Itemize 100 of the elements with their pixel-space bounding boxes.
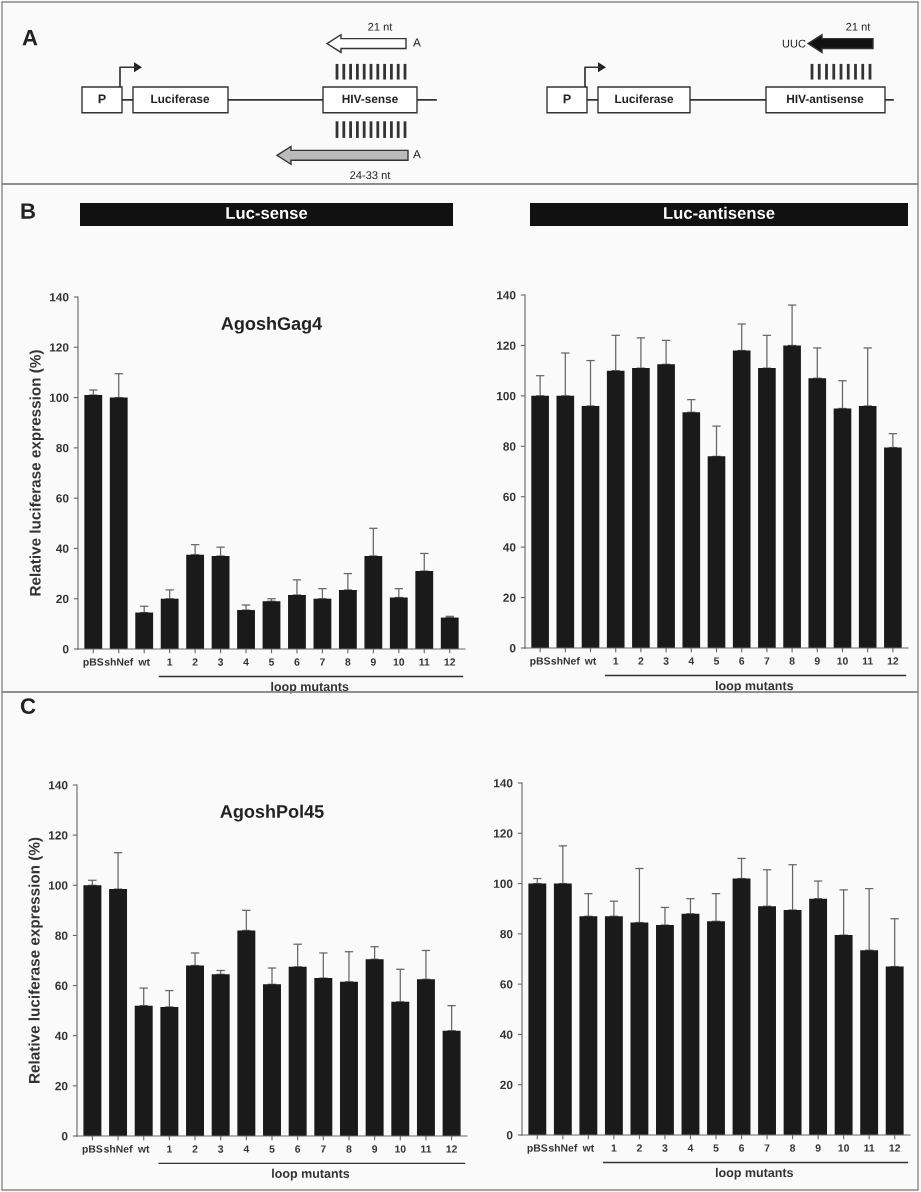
x-tick-label: 9 <box>372 1145 378 1153</box>
y-tick-label: 100 <box>50 393 69 402</box>
bar <box>656 925 674 1135</box>
x-tick-label: 1 <box>611 1144 617 1152</box>
x-tick-label: wt <box>137 1145 150 1153</box>
bar <box>288 966 307 1136</box>
bar <box>732 350 751 648</box>
x-tick-label: 1 <box>613 657 619 665</box>
y-tick-label: 20 <box>56 594 69 604</box>
bar <box>364 555 383 649</box>
y-tick-label: 140 <box>494 779 513 788</box>
x-tick-label: shNef <box>551 657 580 665</box>
bar <box>83 885 102 1136</box>
x-tick-label: shNef <box>548 1144 578 1152</box>
bar <box>632 368 650 648</box>
text: loop mutants <box>715 1167 794 1180</box>
text: loop mutants <box>272 1168 350 1181</box>
x-tick-label: 12 <box>446 1145 457 1153</box>
bar <box>415 571 434 649</box>
x-tick-label: shNef <box>104 658 134 666</box>
bar <box>339 981 358 1136</box>
x-tick-label: 7 <box>764 657 770 665</box>
x-tick-label: 3 <box>663 657 669 665</box>
y-tick-label: 20 <box>55 1081 68 1091</box>
y-tick-label: 100 <box>494 879 513 888</box>
y-tick-label: 80 <box>55 931 68 940</box>
bar <box>528 883 547 1135</box>
x-tick-label: pBS <box>82 1145 103 1155</box>
y-tick-label: 20 <box>500 1080 513 1090</box>
x-tick-label: 10 <box>393 658 405 666</box>
x-tick-label: 6 <box>295 1145 301 1153</box>
bar <box>416 979 435 1136</box>
bar <box>442 1030 461 1136</box>
x-tick-label: wt <box>138 658 150 666</box>
x-tick-label: pBS <box>83 658 104 668</box>
text: A <box>413 38 421 47</box>
annotation: AgoshPol45 <box>220 804 324 822</box>
x-tick-label: 3 <box>662 1144 668 1152</box>
bar <box>885 966 904 1135</box>
bar <box>553 883 572 1135</box>
bar <box>288 594 306 649</box>
bar <box>707 456 726 648</box>
bar <box>211 555 230 649</box>
text: HIV-sense <box>342 94 398 104</box>
y-tick-label: 40 <box>55 1031 68 1041</box>
bar <box>604 916 623 1135</box>
bar <box>313 598 332 649</box>
x-tick-label: 3 <box>217 658 224 666</box>
x-tick-label: 12 <box>889 1144 901 1152</box>
x-tick-label: shNef <box>103 1145 133 1153</box>
x-tick-label: 4 <box>243 658 249 666</box>
x-tick-label: 7 <box>319 658 325 666</box>
x-tick-label: 4 <box>688 657 695 665</box>
text: 21 nt <box>368 22 393 31</box>
x-tick-label: 2 <box>192 658 198 666</box>
y-tick-label: 40 <box>503 543 516 552</box>
y-tick-label: 80 <box>56 443 69 453</box>
bar <box>135 612 154 649</box>
x-tick-label: 8 <box>346 1145 352 1153</box>
bar <box>556 395 575 648</box>
bar <box>758 906 776 1135</box>
y-tick-label: 0 <box>506 1131 513 1140</box>
x-tick-label: 9 <box>815 1144 821 1152</box>
bar <box>263 984 281 1136</box>
bar <box>389 597 408 649</box>
x-tick-label: 4 <box>687 1144 694 1152</box>
y-tick-label: 100 <box>49 881 68 890</box>
y-tick-label: 120 <box>50 343 69 352</box>
bar <box>314 978 333 1136</box>
text: A <box>22 30 38 46</box>
bar <box>834 935 853 1135</box>
y-tick-label: 0 <box>509 644 516 653</box>
x-tick-label: wt <box>582 1144 595 1152</box>
bar <box>134 1005 153 1136</box>
x-tick-label: 5 <box>713 1144 719 1152</box>
x-tick-label: 9 <box>370 658 376 666</box>
bar <box>758 368 776 648</box>
y-tick-label: 120 <box>49 831 68 840</box>
bar <box>657 364 675 648</box>
y-axis-title: Relative luciferase expression (%) <box>29 350 44 596</box>
text: loop mutants <box>715 681 794 693</box>
y-tick-label: 80 <box>500 929 513 939</box>
bar <box>833 408 852 648</box>
y-tick-label: 140 <box>497 291 516 300</box>
x-tick-label: 10 <box>395 1145 406 1153</box>
x-tick-label: 5 <box>269 1145 275 1153</box>
text: P <box>98 94 106 104</box>
x-tick-label: 9 <box>814 657 820 665</box>
y-axis-title: Relative luciferase expression (%) <box>28 837 43 1084</box>
x-tick-label: 11 <box>421 1145 432 1153</box>
x-tick-label: wt <box>584 657 597 665</box>
x-tick-label: 11 <box>864 1144 875 1152</box>
x-tick-label: 12 <box>887 657 899 665</box>
bar <box>531 395 549 648</box>
bar <box>440 617 459 649</box>
x-tick-label: 2 <box>638 657 644 665</box>
bar <box>884 447 902 648</box>
text: A <box>413 150 421 159</box>
bar <box>186 965 205 1136</box>
y-tick-label: 120 <box>497 341 516 350</box>
